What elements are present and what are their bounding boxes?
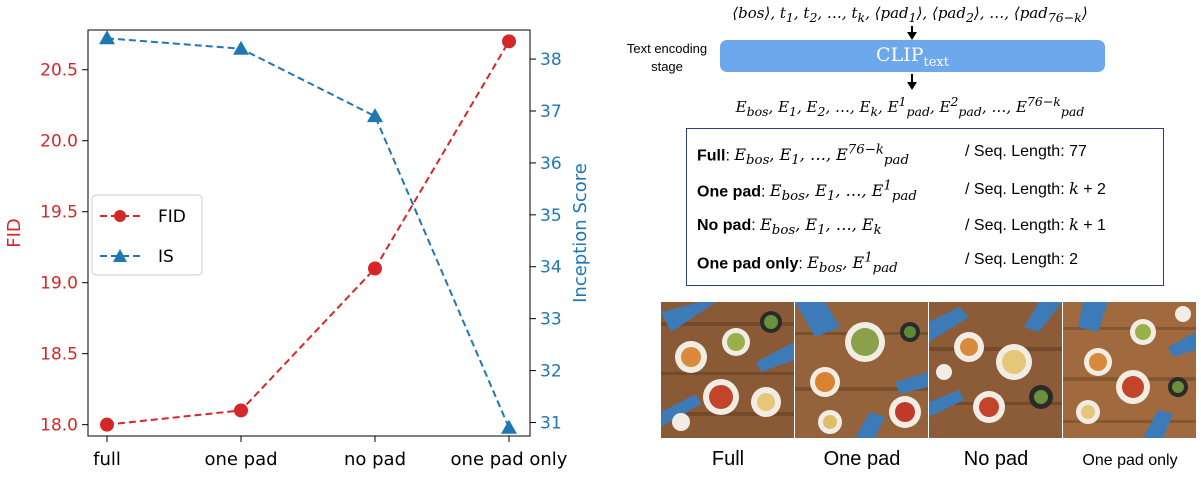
right-tick-label: 35 — [540, 206, 562, 226]
x-axis-ticks: full one pad no pad one pad only — [93, 436, 568, 470]
variant-seq-length: / Seq. Length: k + 2 — [965, 179, 1106, 198]
series-layer — [99, 30, 517, 434]
token-sequence: ⟨bos⟩, t1, t2, …, tk, ⟨pad1⟩, ⟨pad2⟩, …,… — [732, 4, 1088, 25]
right-tick-label: 32 — [540, 362, 562, 382]
fid-is-chart: 18.018.519.019.520.020.5 313233343536373… — [4, 29, 591, 470]
x-tick-label: one pad only — [451, 449, 568, 470]
clip-encoder-box: CLIPtext — [720, 40, 1105, 72]
data-point-fid — [502, 34, 516, 49]
sample-image-full — [661, 302, 794, 438]
variant-formula: Ebos, E1, …, Ek — [760, 215, 882, 239]
legend-is-label: IS — [158, 247, 174, 267]
data-point-fid — [234, 403, 248, 418]
variant-formula: Ebos, E1, …, E1pad — [769, 179, 917, 205]
embedding-sequence: Ebos, E1, E2, …, Ek, E1pad, E2pad, …, E7… — [735, 94, 1085, 119]
x-tick-label: full — [93, 449, 121, 470]
right-axis-ticks: 31 32 33 34 35 36 37 38 — [530, 50, 562, 434]
left-tick-label: 19.0 — [40, 274, 78, 294]
variant-seq-length: / Seq. Length: 77 — [965, 143, 1087, 160]
variant-name: Full — [697, 147, 726, 165]
right-tick-label: 34 — [540, 258, 562, 278]
right-tick-label: 37 — [540, 102, 562, 122]
x-tick-label: no pad — [344, 449, 406, 470]
variant-table: Full: Ebos, E1, …, E76−kpad / Seq. Lengt… — [686, 128, 1164, 286]
variant-row-one-pad-only: One pad only: Ebos, E1pad / Seq. Length:… — [697, 251, 1078, 277]
right-tick-label: 38 — [540, 50, 562, 70]
variant-row-full: Full: Ebos, E1, …, E76−kpad / Seq. Lengt… — [697, 143, 1087, 169]
variant-formula: Ebos, E1, …, E76−kpad — [734, 143, 910, 169]
left-tick-label: 18.0 — [40, 416, 78, 436]
caption-full: Full — [711, 448, 745, 470]
variant-formula: Ebos, E1pad — [807, 251, 898, 277]
series-line-is — [106, 37, 510, 429]
legend-is-marker — [113, 249, 127, 262]
variant-seq-length: / Seq. Length: 2 — [965, 251, 1078, 268]
plot-frame — [87, 29, 531, 437]
data-point-is — [501, 419, 517, 434]
variant-seq-length: / Seq. Length: k + 1 — [965, 215, 1106, 234]
data-point-is — [367, 108, 383, 123]
stage-label: Text encoding stage — [626, 41, 708, 74]
sample-image-one-pad-only — [1063, 302, 1196, 438]
left-axis-label: FID — [4, 218, 25, 248]
x-tick-label: one pad — [204, 449, 277, 470]
right-tick-label: 31 — [540, 414, 562, 434]
left-tick-label: 19.5 — [40, 203, 78, 223]
data-point-is — [233, 40, 249, 55]
series-line-fid — [106, 40, 510, 426]
left-tick-label: 20.0 — [40, 132, 78, 152]
variant-name: One pad — [697, 183, 762, 201]
legend-fid-marker — [114, 210, 126, 222]
caption-one-pad: One pad — [823, 448, 901, 470]
legend: FID IS — [91, 194, 203, 276]
caption-one-pad-only: One pad only — [1082, 452, 1178, 469]
data-point-fid — [368, 261, 382, 276]
variant-row-no-pad: No pad: Ebos, E1, …, Ek / Seq. Length: k… — [697, 215, 1106, 239]
variant-name: No pad — [697, 217, 752, 234]
right-tick-label: 33 — [540, 310, 562, 330]
variant-row-one-pad: One pad: Ebos, E1, …, E1pad / Seq. Lengt… — [697, 179, 1106, 205]
caption-no-pad: No pad — [963, 448, 1029, 470]
sample-image-no-pad — [929, 302, 1062, 438]
data-point-fid — [100, 417, 114, 432]
data-point-is — [99, 30, 115, 45]
encoder-subscript: text — [923, 54, 949, 70]
right-tick-label: 36 — [540, 154, 562, 174]
left-axis-ticks: 18.0 18.5 19.0 19.5 20.0 20.5 — [40, 61, 88, 436]
legend-fid-label: FID — [158, 207, 186, 227]
left-tick-label: 20.5 — [40, 61, 78, 81]
right-axis-label: Inception Score — [570, 163, 591, 303]
encoder-label: CLIP — [876, 44, 924, 66]
left-tick-label: 18.5 — [40, 345, 78, 365]
variant-name: One pad only — [697, 255, 799, 273]
sample-image-one-pad — [795, 302, 928, 438]
